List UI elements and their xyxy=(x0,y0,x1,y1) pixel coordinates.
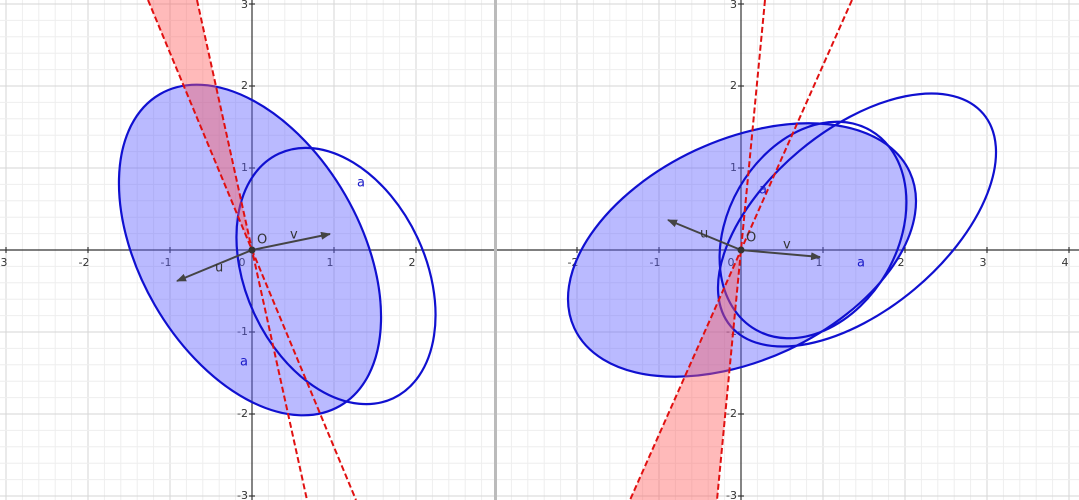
x-tick-label: 0 xyxy=(728,256,735,269)
object-label: v xyxy=(783,238,791,253)
origin-point xyxy=(737,246,745,254)
object-label: u xyxy=(700,227,708,242)
x-tick-label: 2 xyxy=(409,256,416,269)
vector-v xyxy=(251,231,331,251)
origin-point xyxy=(248,246,256,254)
x-tick-label: 3 xyxy=(980,256,987,269)
y-tick-label: 2 xyxy=(241,79,248,92)
object-label: a xyxy=(857,256,865,271)
y-tick-label: 1 xyxy=(241,161,248,174)
x-tick-label: -2 xyxy=(79,256,90,269)
grid: -3-2-101234321-1-2-3 xyxy=(497,0,1079,500)
y-tick-label: -3 xyxy=(726,489,737,500)
x-tick-label: -1 xyxy=(161,256,172,269)
y-tick-label: 1 xyxy=(730,161,737,174)
y-tick-label: -2 xyxy=(237,407,248,420)
x-tick-label: -1 xyxy=(650,256,661,269)
grid: -3 -2 -1 0 1 2 3 2 1 -1 -2 -3 xyxy=(0,0,494,500)
x-tick-label: 1 xyxy=(327,256,334,269)
y-tick-label: -1 xyxy=(237,325,248,338)
x-tick-label: -3 xyxy=(0,256,7,269)
vector-u xyxy=(667,219,742,251)
ellipse xyxy=(716,92,998,348)
y-tick-label: -3 xyxy=(237,489,248,500)
y-tick-label: -1 xyxy=(726,325,737,338)
line xyxy=(716,0,766,500)
object-label: a xyxy=(240,355,248,370)
ellipse xyxy=(235,146,437,406)
shapes xyxy=(117,0,437,500)
y-tick-label: 2 xyxy=(730,79,737,92)
object-label: O xyxy=(257,233,267,248)
object-label: O xyxy=(746,231,756,246)
x-tick-label: -2 xyxy=(568,256,579,269)
x-tick-label: 0 xyxy=(239,256,246,269)
divider xyxy=(494,0,497,500)
x-tick-label: 1 xyxy=(816,256,823,269)
x-tick-label: 2 xyxy=(898,256,905,269)
graphics-view-left: -3 -2 -1 0 1 2 3 2 1 -1 -2 -3 Ou v a a xyxy=(0,0,494,500)
x-tick-label: 4 xyxy=(1062,256,1069,269)
ellipse xyxy=(718,120,908,340)
vector-v xyxy=(740,249,821,261)
object-label: a xyxy=(759,183,767,198)
shapes xyxy=(566,0,998,500)
object-label: a xyxy=(357,176,365,191)
vector-u xyxy=(176,249,253,282)
object-label: v xyxy=(290,228,298,243)
y-tick-label: -2 xyxy=(726,407,737,420)
y-tick-label: 3 xyxy=(730,0,737,11)
object-label: u xyxy=(215,261,223,276)
y-tick-label: 3 xyxy=(241,0,248,11)
